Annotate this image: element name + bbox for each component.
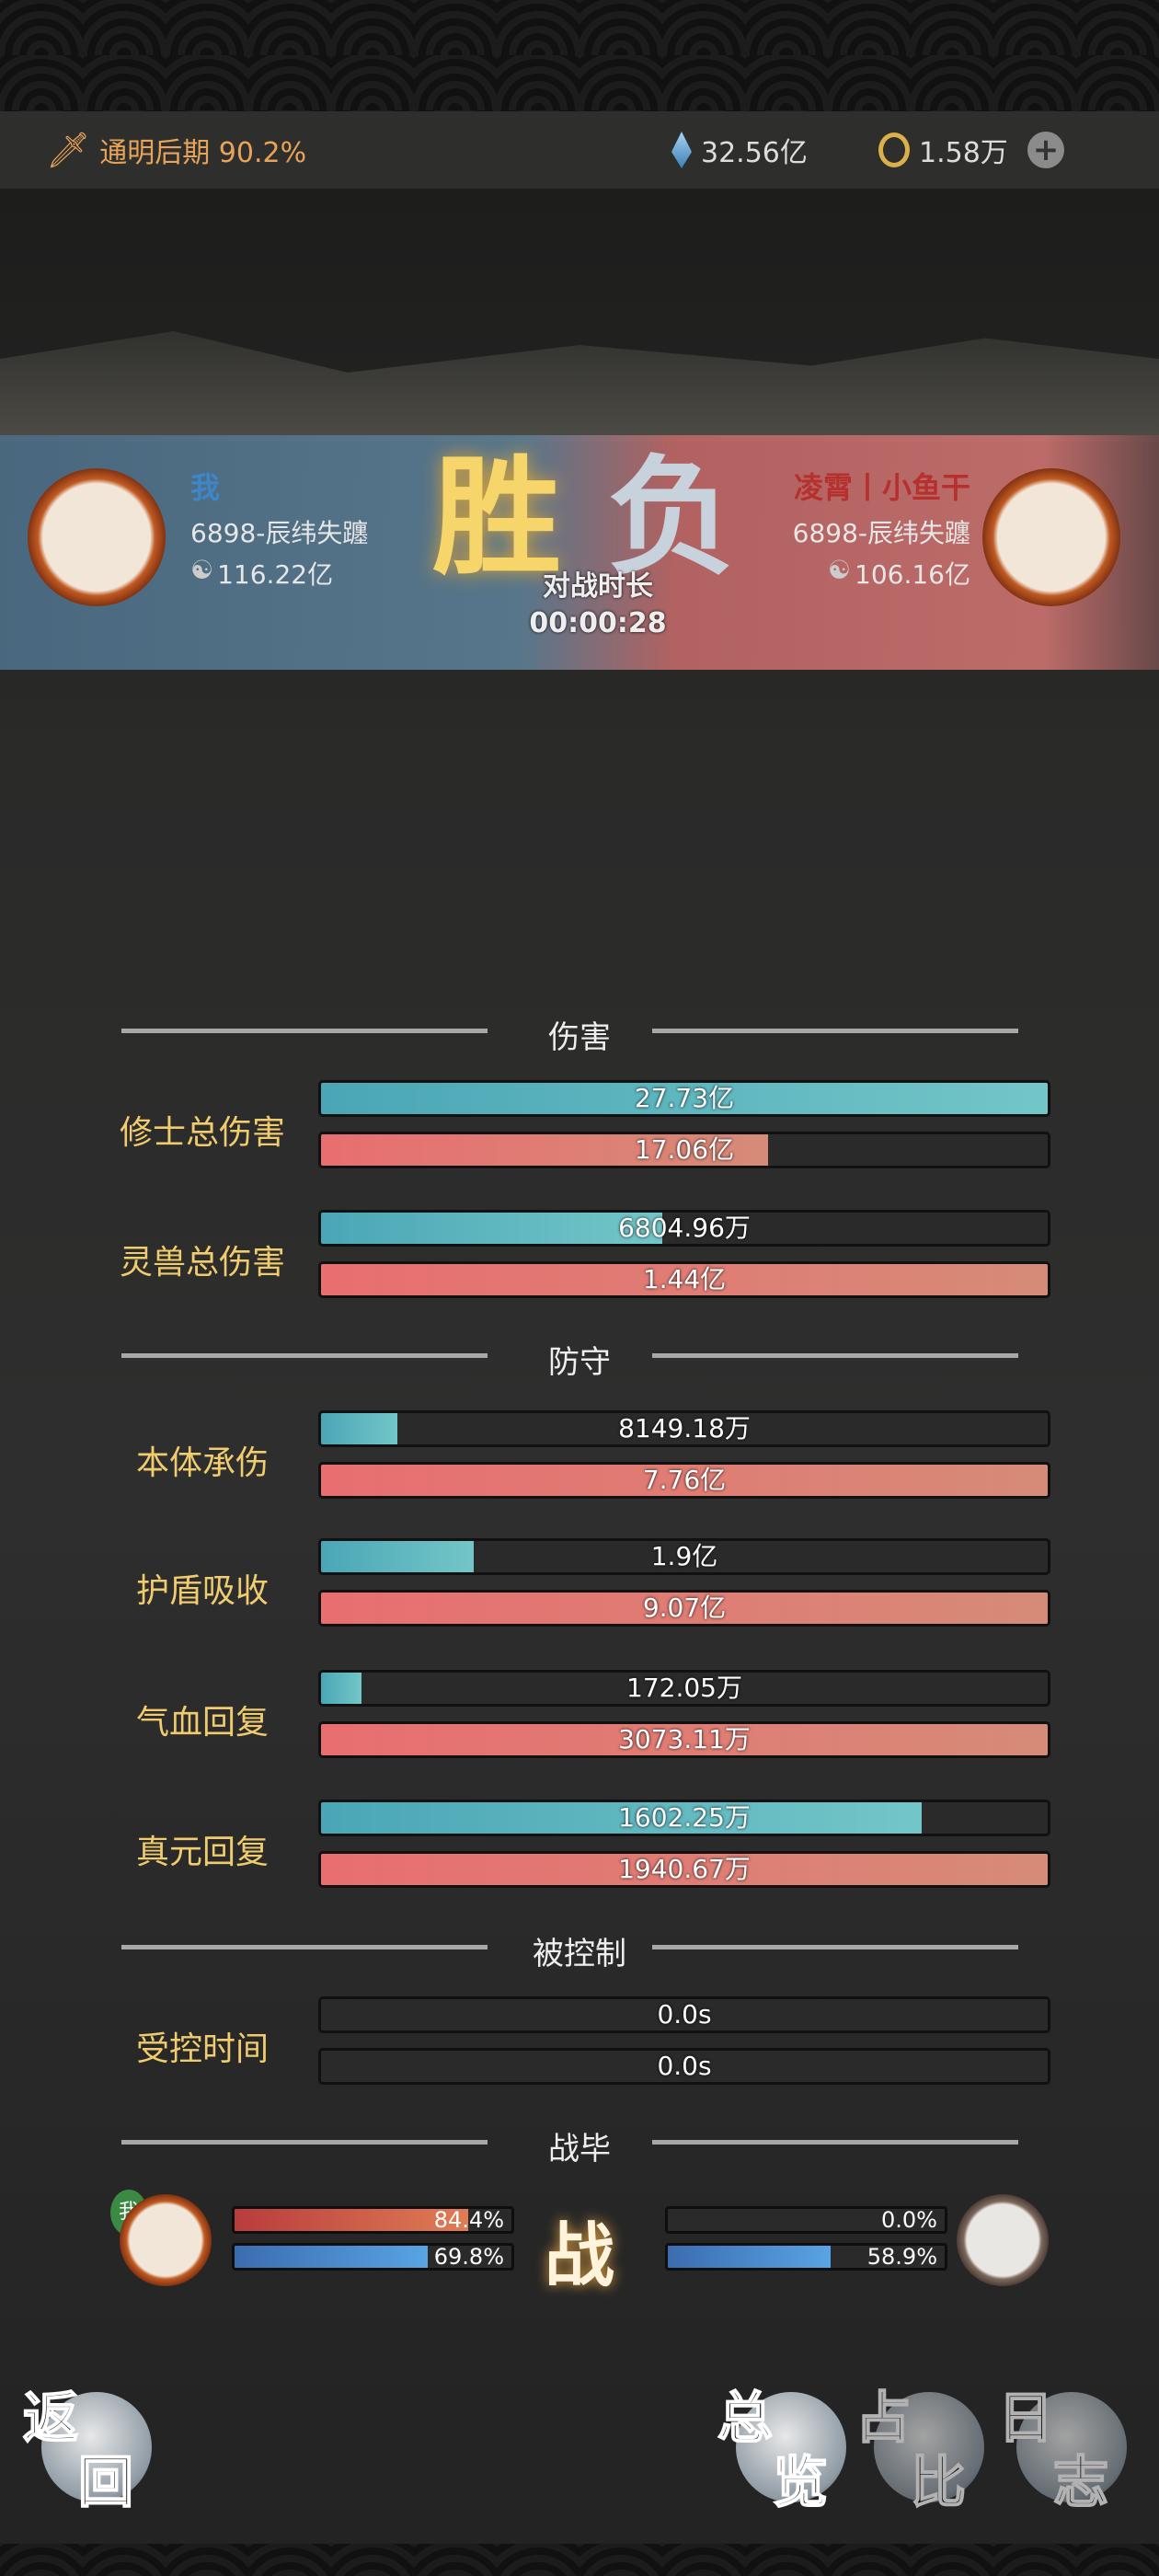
background-hills xyxy=(0,331,1159,442)
enemy-stat-bar: 1.44亿 xyxy=(318,1261,1050,1298)
bar-fill xyxy=(321,1593,1048,1624)
back-button[interactable]: 返回 xyxy=(22,2386,152,2516)
enemy-stat-bar: 0.0s xyxy=(318,2048,1050,2085)
bar-fill xyxy=(321,1134,768,1166)
enemy-end-avatar-defeated xyxy=(957,2194,1049,2286)
coin-icon xyxy=(878,132,910,167)
result-banner xyxy=(0,435,1159,670)
my-avatar[interactable] xyxy=(28,468,166,606)
spirit-stone-value: 32.56亿 xyxy=(701,137,808,169)
bar-fill xyxy=(235,2246,429,2268)
enemy-power: 106.16亿 xyxy=(855,559,970,590)
my-server: 6898-辰纬失躔 xyxy=(190,518,369,548)
my-hp-bar: 84.4% xyxy=(232,2206,514,2234)
realm-text: 通明后期 90.2% xyxy=(99,137,307,169)
section-damage: 伤害 xyxy=(0,1012,1159,1056)
my-stat-bar: 27.73亿 xyxy=(318,1080,1050,1117)
ratio-button[interactable]: 占比 xyxy=(855,2386,984,2516)
overview-button[interactable]: 总览 xyxy=(717,2386,846,2516)
top-bar: 🗡 通明后期 90.2% 32.56亿 1.58万 + xyxy=(0,111,1159,189)
stat-label: 本体承伤 xyxy=(135,1444,269,1482)
stat-label: 护盾吸收 xyxy=(135,1572,269,1610)
stat-label: 受控时间 xyxy=(135,2030,269,2068)
my-mp-bar: 69.8% xyxy=(232,2243,514,2271)
enemy-stat-bar: 1940.67万 xyxy=(318,1851,1050,1888)
stat-label: 气血回复 xyxy=(135,1704,269,1742)
log-button[interactable]: 日志 xyxy=(997,2386,1127,2516)
enemy-mp-bar: 58.9% xyxy=(665,2243,947,2271)
lose-mark: 负 xyxy=(607,443,737,593)
bar-fill xyxy=(321,1413,397,1444)
duration-label: 对战时长 xyxy=(543,570,653,603)
my-stat-bar: 1602.25万 xyxy=(318,1800,1050,1836)
bar-fill xyxy=(668,2246,832,2268)
currency-counter: 1.58万 xyxy=(878,130,1008,170)
bar-fill xyxy=(321,1673,362,1704)
plus-icon[interactable]: + xyxy=(1027,132,1064,168)
section-end: 战毕 xyxy=(0,2123,1159,2168)
my-end-avatar xyxy=(120,2194,212,2286)
my-stat-bar: 172.05万 xyxy=(318,1670,1050,1707)
stat-label: 灵兽总伤害 xyxy=(119,1244,285,1282)
my-power: 116.22亿 xyxy=(217,559,334,590)
sword-icon: 🗡 xyxy=(46,129,91,170)
bar-fill xyxy=(235,2209,469,2231)
enemy-stat-bar: 17.06亿 xyxy=(318,1132,1050,1168)
enemy-avatar[interactable] xyxy=(982,468,1120,606)
bar-fill xyxy=(321,1541,474,1572)
bar-fill xyxy=(321,1213,663,1244)
bottom-pattern xyxy=(0,2544,1159,2576)
enemy-stat-bar: 9.07亿 xyxy=(318,1590,1050,1627)
bar-fill xyxy=(321,1724,1048,1755)
bar-fill xyxy=(321,1083,1048,1114)
enemy-name: 凌霄丨小鱼干 xyxy=(793,470,970,505)
my-stat-bar: 0.0s xyxy=(318,1996,1050,2033)
bar-fill xyxy=(321,1465,1048,1496)
currency-value: 1.58万 xyxy=(919,137,1008,169)
yinyang-icon: ☯ xyxy=(190,555,214,585)
spirit-stone-counter: 32.56亿 xyxy=(671,130,808,170)
win-mark: 胜 xyxy=(432,443,562,593)
top-pattern xyxy=(0,0,1159,111)
realm-progress[interactable]: 🗡 通明后期 90.2% xyxy=(46,130,306,171)
my-stat-bar: 1.9亿 xyxy=(318,1538,1050,1575)
stat-label: 真元回复 xyxy=(135,1834,269,1871)
bar-fill xyxy=(321,1802,922,1834)
section-defense: 防守 xyxy=(0,1337,1159,1381)
enemy-server: 6898-辰纬失躔 xyxy=(792,518,970,548)
my-stat-bar: 8149.18万 xyxy=(318,1410,1050,1447)
enemy-stat-bar: 3073.11万 xyxy=(318,1721,1050,1758)
enemy-stat-bar: 7.76亿 xyxy=(318,1462,1050,1499)
stat-label: 修士总伤害 xyxy=(119,1114,285,1152)
duration-value: 00:00:28 xyxy=(529,607,667,639)
bar-fill xyxy=(321,1264,1048,1295)
yinyang-icon: ☯ xyxy=(827,555,852,585)
bar-fill xyxy=(321,1854,1048,1885)
my-stat-bar: 6804.96万 xyxy=(318,1210,1050,1247)
battle-emblem: 战 xyxy=(545,2214,614,2296)
crystal-icon xyxy=(671,132,692,168)
enemy-hp-bar: 0.0% xyxy=(665,2206,947,2234)
my-name: 我 xyxy=(190,470,221,505)
section-control: 被控制 xyxy=(0,1928,1159,1972)
